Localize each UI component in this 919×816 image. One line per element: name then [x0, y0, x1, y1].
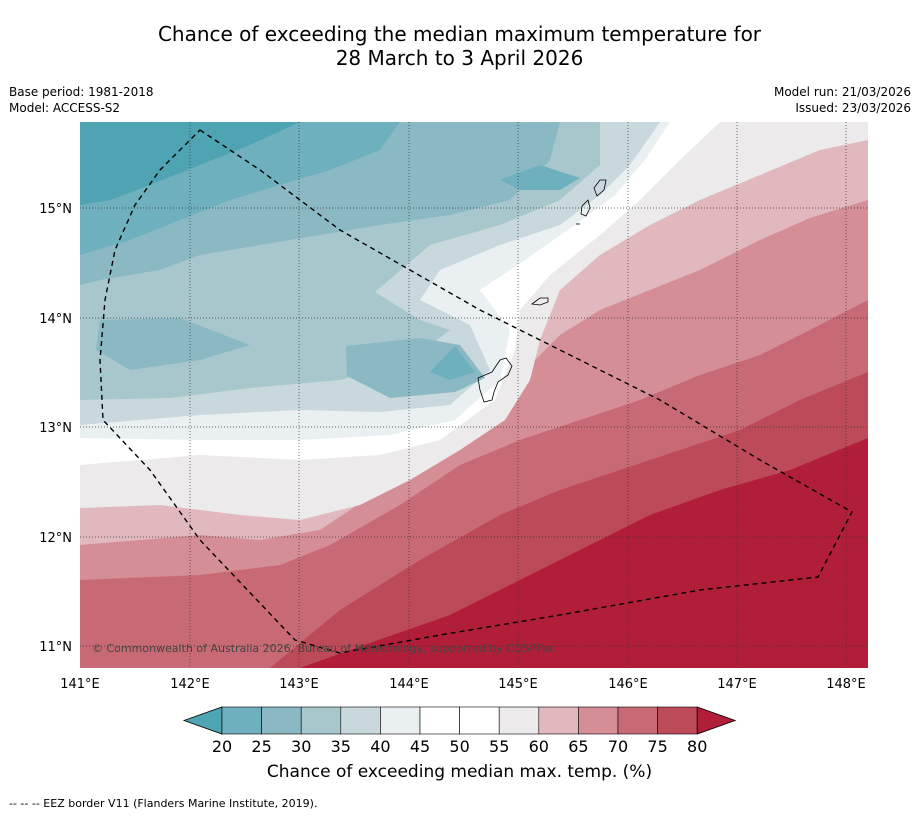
colorbar-swatch	[617, 706, 658, 735]
colorbar-tick-label: 30	[291, 737, 311, 756]
colorbar-tick-label: 50	[449, 737, 469, 756]
colorbar-tick-label: 20	[212, 737, 232, 756]
lat-tick-label: 11°N	[39, 640, 72, 655]
colorbar-swatch	[340, 706, 381, 735]
lon-tick-labels: 141°E 142°E 143°E 144°E 145°E 146°E 147°…	[60, 677, 866, 692]
title-line-2: 28 March to 3 April 2026	[335, 46, 584, 70]
island-tinian	[580, 199, 591, 217]
colorbar-tick-label: 75	[647, 737, 667, 756]
colorbar-swatch	[419, 706, 460, 735]
island-saipan	[593, 179, 607, 197]
copyright-text: © Commonwealth of Australia 2026, Bureau…	[92, 642, 555, 655]
colorbar-swatch	[538, 706, 579, 735]
lat-tick-labels: 15°N 14°N 13°N 12°N 11°N	[39, 202, 72, 655]
eez-legend-note: -- -- -- EEZ border V11 (Flanders Marine…	[9, 797, 318, 810]
lat-tick-label: 15°N	[39, 202, 72, 217]
contour-band-20-25-patch-2	[500, 165, 580, 190]
contour-band-25-30-patch	[96, 318, 250, 370]
lat-tick-label: 14°N	[39, 312, 72, 327]
lon-tick-label: 146°E	[608, 677, 648, 692]
model-run: Model run: 21/03/2026	[773, 85, 911, 99]
colorbar-extension-low	[182, 706, 223, 735]
colorbar-swatch	[300, 706, 342, 735]
lon-tick-label: 147°E	[717, 677, 757, 692]
meta-right: Model run: 21/03/2026 Issued: 23/03/2026	[774, 84, 911, 116]
islands	[477, 179, 607, 403]
colorbar-tick-label: 55	[489, 737, 509, 756]
lon-tick-label: 148°E	[826, 677, 866, 692]
lon-tick-label: 145°E	[498, 677, 538, 692]
lat-tick-label: 13°N	[39, 421, 72, 436]
contour-band-below-20	[80, 122, 300, 205]
lon-tick-label: 143°E	[279, 677, 319, 692]
colorbar-tick-label: 45	[410, 737, 430, 756]
eez-border	[99, 129, 853, 654]
colorbar-swatch	[657, 706, 698, 735]
lon-tick-label: 142°E	[170, 677, 210, 692]
island-rota	[530, 297, 549, 306]
colorbar-tick-label: 35	[331, 737, 351, 756]
title-line-1: Chance of exceeding the median maximum t…	[157, 22, 762, 46]
map-title: Chance of exceeding the median maximum t…	[0, 22, 919, 70]
colorbar-extension-high	[696, 706, 737, 735]
colorbar-swatch	[221, 706, 262, 735]
issued-date: Issued: 23/03/2026	[795, 101, 911, 115]
lat-tick-label: 12°N	[39, 531, 72, 546]
colorbar-tick-label: 65	[568, 737, 588, 756]
colorbar-swatch	[459, 706, 500, 735]
contour-band-20-25-patch	[430, 346, 475, 380]
base-period: Base period: 1981-2018	[9, 85, 154, 99]
lon-tick-label: 144°E	[389, 677, 429, 692]
colorbar-swatch	[498, 706, 540, 735]
contour-fields	[80, 122, 868, 668]
colorbar: 20 25 30 35 40 45 50 55 60 65 70 75 80	[182, 706, 737, 756]
colorbar-tick-label: 60	[529, 737, 549, 756]
lon-tick-label: 141°E	[60, 677, 100, 692]
model-name: Model: ACCESS-S2	[9, 101, 121, 115]
colorbar-swatch	[578, 706, 619, 735]
colorbar-swatch	[261, 706, 302, 735]
gridlines	[80, 122, 868, 668]
colorbar-label: Chance of exceeding median max. temp. (%…	[266, 762, 653, 782]
meta-left: Base period: 1981-2018 Model: ACCESS-S2	[9, 84, 154, 116]
colorbar-tick-label: 25	[251, 737, 271, 756]
colorbar-tick-label: 80	[687, 737, 707, 756]
colorbar-tick-label: 40	[370, 737, 390, 756]
colorbar-swatch	[380, 706, 421, 735]
colorbar-tick-label: 70	[608, 737, 628, 756]
island-guam	[477, 357, 513, 403]
